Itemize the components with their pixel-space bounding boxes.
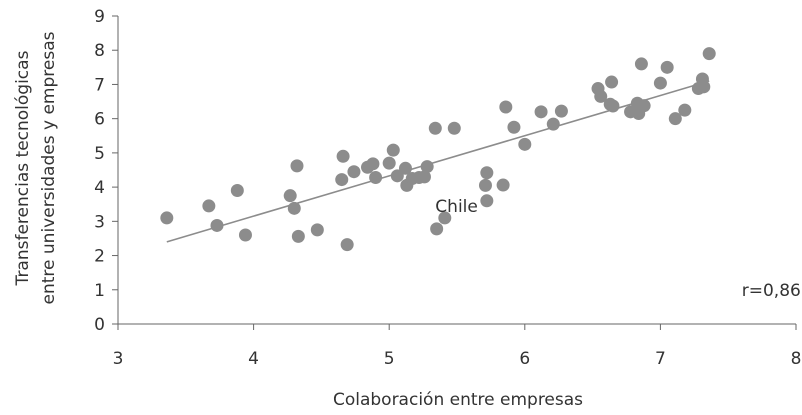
data-point: [447, 121, 461, 135]
data-point: [478, 178, 492, 192]
data-point: [230, 184, 244, 198]
data-point: [518, 137, 532, 151]
trendline: [166, 80, 710, 243]
y-tick-label: 0: [94, 315, 105, 335]
data-point: [210, 218, 224, 232]
annotation-label: Chile: [435, 197, 478, 217]
data-point: [310, 223, 324, 237]
data-point: [290, 159, 304, 173]
x-axis-title: Colaboración entre empresas: [333, 390, 583, 410]
y-tick-label: 6: [94, 110, 105, 130]
data-point: [496, 178, 510, 192]
data-point: [534, 105, 548, 119]
data-point: [417, 170, 431, 184]
y-tick-label: 9: [94, 7, 105, 27]
data-point: [340, 238, 354, 252]
axes: [112, 15, 797, 330]
x-tick-label: 7: [655, 349, 666, 369]
data-point: [287, 201, 301, 215]
data-point: [594, 89, 608, 103]
x-tick-label: 5: [384, 349, 395, 369]
data-point: [702, 47, 716, 61]
y-tick-label: 8: [94, 41, 105, 61]
annotations: Chile r=0,86: [435, 197, 801, 301]
y-axis-title-line-1: Transferencias tecnológicas: [13, 50, 33, 286]
x-tick-label: 6: [519, 349, 530, 369]
data-point: [428, 121, 442, 135]
data-point: [335, 173, 349, 187]
data-point: [369, 171, 383, 185]
data-point: [480, 194, 494, 208]
data-point: [637, 99, 651, 113]
y-tick-label: 5: [94, 144, 105, 164]
y-axis-title-line-2: entre universidades y empresas: [39, 31, 59, 304]
data-point: [697, 80, 711, 94]
data-point: [605, 75, 619, 89]
data-point: [366, 157, 380, 171]
trendline-group: [166, 80, 710, 243]
y-tick-label: 2: [94, 247, 105, 267]
y-tick-label: 3: [94, 212, 105, 232]
data-point: [420, 160, 434, 174]
data-point: [634, 57, 648, 71]
data-point: [430, 222, 444, 236]
data-point: [554, 104, 568, 118]
data-point: [238, 228, 252, 242]
data-point: [499, 100, 513, 114]
data-point: [653, 76, 667, 90]
data-point: [438, 211, 452, 225]
x-tick-label: 4: [248, 349, 259, 369]
data-point: [480, 166, 494, 180]
data-point: [283, 189, 297, 203]
data-points: [160, 47, 716, 252]
data-point: [398, 161, 412, 175]
y-axis-title: Transferencias tecnológicas entre univer…: [13, 31, 59, 304]
data-point: [507, 120, 521, 134]
data-point: [160, 211, 174, 225]
data-point: [606, 99, 620, 113]
x-tick-label: 8: [791, 349, 802, 369]
x-tick-label: 3: [113, 349, 124, 369]
y-tick-label: 1: [94, 281, 105, 301]
data-point: [291, 229, 305, 243]
data-point: [668, 112, 682, 126]
data-point: [202, 199, 216, 213]
annotation-label: r=0,86: [742, 281, 801, 301]
data-point: [678, 103, 692, 117]
data-point: [546, 117, 560, 131]
data-point: [336, 149, 350, 163]
data-point: [382, 156, 396, 170]
data-point: [660, 60, 674, 74]
data-point: [386, 143, 400, 157]
data-point: [347, 165, 361, 179]
y-tick-label: 4: [94, 178, 105, 198]
tick-labels: 0 1 2 3 4 5 6 7 8 9 3 4 5 6 7 8: [94, 7, 801, 369]
y-tick-label: 7: [94, 75, 105, 95]
